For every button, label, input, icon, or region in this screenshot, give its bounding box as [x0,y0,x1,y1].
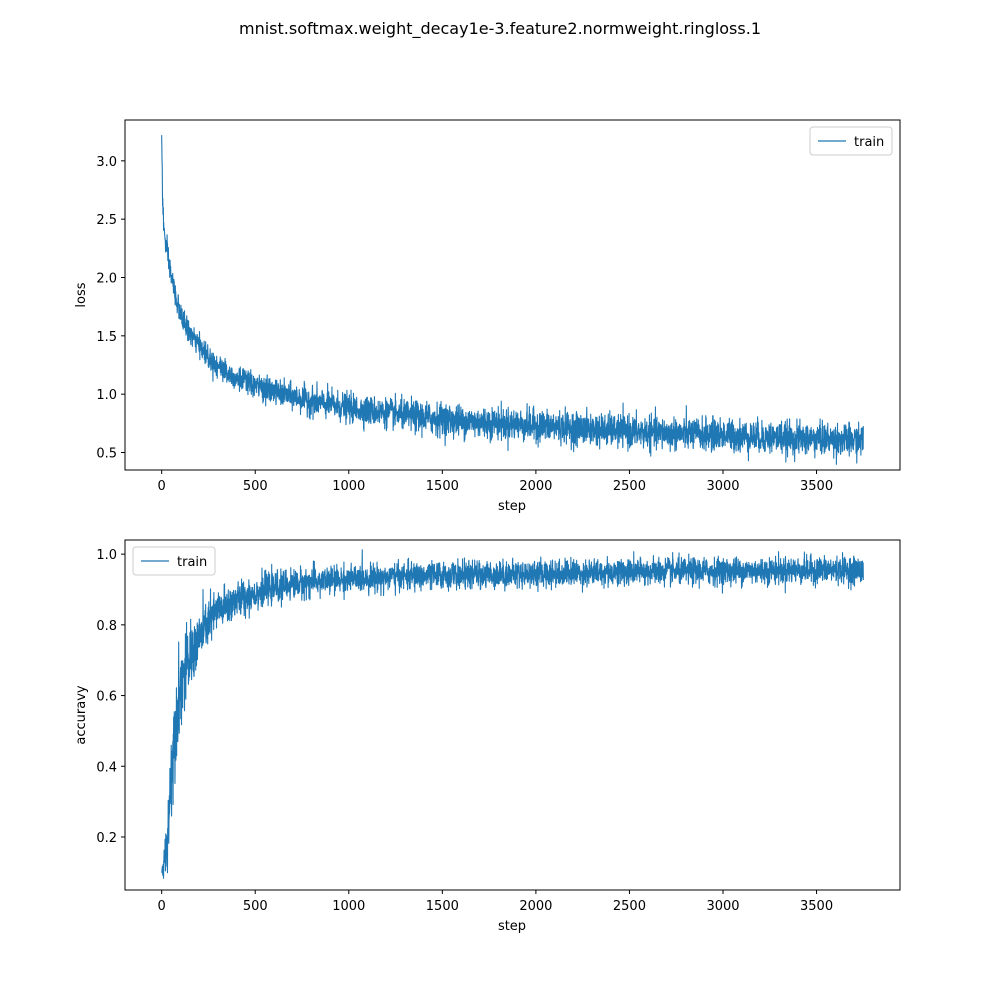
accuracy-x-tick-label: 1000 [332,899,365,914]
loss-axes-frame [124,119,901,471]
accuracy-x-tick-label: 500 [243,899,268,914]
accuracy-legend: train [132,546,216,576]
figure-title: mnist.softmax.weight_decay1e-3.feature2.… [239,19,761,39]
loss-y-tick-label: 3.0 [96,155,117,170]
accuracy-y-tick-label: 0.8 [96,619,117,634]
loss-legend-box [809,126,893,156]
accuracy-y-tick-label: 1.0 [96,548,117,563]
loss-x-tick-label: 3500 [800,479,833,494]
loss-y-tick-label: 2.5 [96,213,117,228]
accuracy-subplot: step accuravy 0 500 1000 1500 2000 2500 3000 35… [74,539,901,934]
loss-subplot: step loss 0 500 1000 1500 2000 2500 3000 3500 0.… [74,119,901,514]
accuracy-x-tick-label: 0 [158,899,166,914]
accuracy-legend-label: train [177,555,207,570]
loss-y-tick-label: 1.0 [96,388,117,403]
loss-x-tick-label: 0 [158,479,166,494]
accuracy-axes-frame [124,539,901,891]
loss-y-tick-label: 1.5 [96,330,117,345]
loss-y-tick-label: 0.5 [96,447,117,462]
accuracy-legend-box [132,546,216,576]
loss-x-tick-label: 1000 [332,479,365,494]
accuracy-x-axis-label: step [498,919,526,934]
accuracy-x-tick-label: 1500 [426,899,459,914]
loss-legend: train [809,126,893,156]
accuracy-y-tick-label: 0.2 [96,831,117,846]
accuracy-y-axis-label: accuravy [74,685,89,745]
accuracy-x-tick-label: 3000 [706,899,739,914]
accuracy-y-tick-label: 0.6 [96,690,117,705]
loss-x-tick-label: 500 [243,479,268,494]
loss-x-tick-label: 1500 [426,479,459,494]
loss-x-tick-label: 2500 [613,479,646,494]
loss-series-line-train [161,135,864,465]
loss-x-tick-label: 2000 [519,479,552,494]
accuracy-x-tick-label: 2500 [613,899,646,914]
loss-x-axis-label: step [498,499,526,514]
accuracy-x-tick-label: 2000 [519,899,552,914]
accuracy-x-tick-label: 3500 [800,899,833,914]
loss-y-axis-label: loss [74,282,89,307]
loss-x-tick-label: 3000 [706,479,739,494]
accuracy-series-line-train [161,549,864,879]
loss-y-tick-label: 2.0 [96,272,117,287]
loss-legend-label: train [854,135,884,150]
accuracy-y-tick-label: 0.4 [96,760,117,775]
